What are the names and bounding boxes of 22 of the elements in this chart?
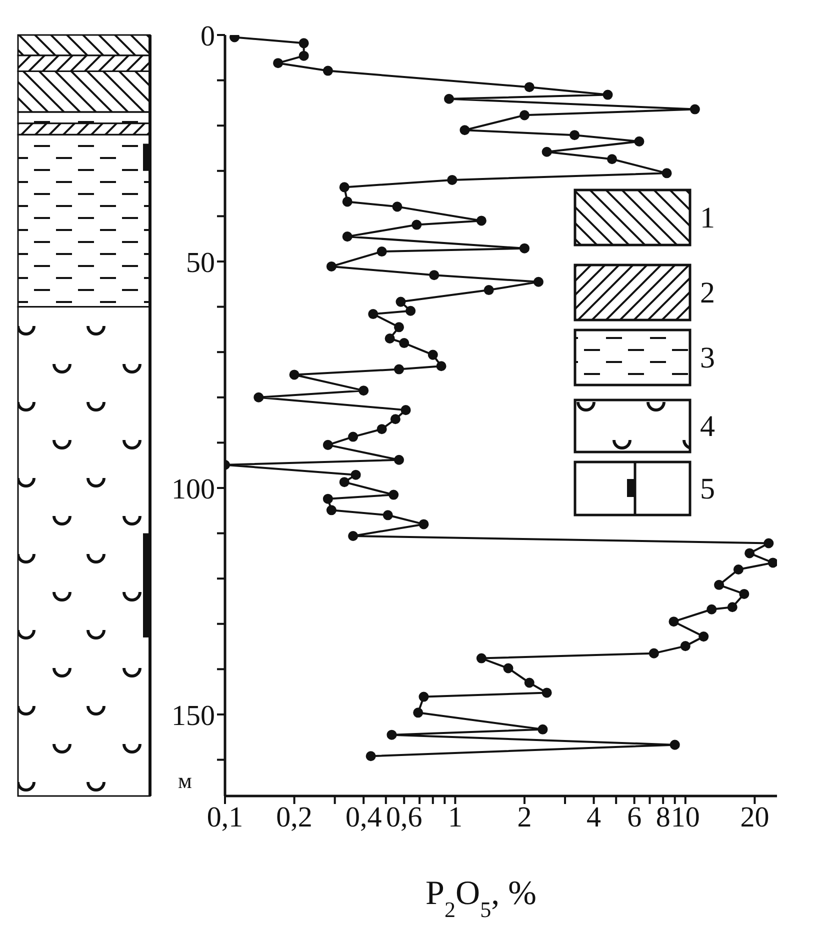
x-tick-label: 0,6: [386, 802, 422, 834]
y-tick-label: 0: [200, 20, 215, 52]
annotation: 2: [700, 276, 715, 310]
annotation: 3: [700, 342, 715, 374]
y-tick-label: 150: [172, 700, 215, 732]
x-tick-label: 2: [517, 802, 532, 834]
x-tick-label: 0,4: [345, 802, 382, 834]
annotation: 1: [700, 202, 715, 234]
x-tick-label: 0,1: [206, 802, 244, 834]
x-tick-label: 20: [740, 802, 770, 834]
x-tick-label: 10: [670, 802, 700, 834]
annotation: 5: [700, 472, 715, 506]
x-tick-label: 1: [448, 802, 462, 834]
annotation: 4: [700, 410, 715, 443]
x-tick-label: 0,2: [276, 802, 312, 834]
x-tick-label: 6: [627, 802, 642, 834]
y-tick-label: 50: [186, 246, 215, 279]
y-tick-label: 100: [172, 473, 215, 506]
x-tick-label: 4: [586, 802, 602, 834]
x-tick-label: 8: [656, 802, 670, 834]
y-axis-title: м: [178, 768, 192, 793]
x-axis-title: P$_{2}$O$_{5}$, %: [426, 875, 536, 922]
